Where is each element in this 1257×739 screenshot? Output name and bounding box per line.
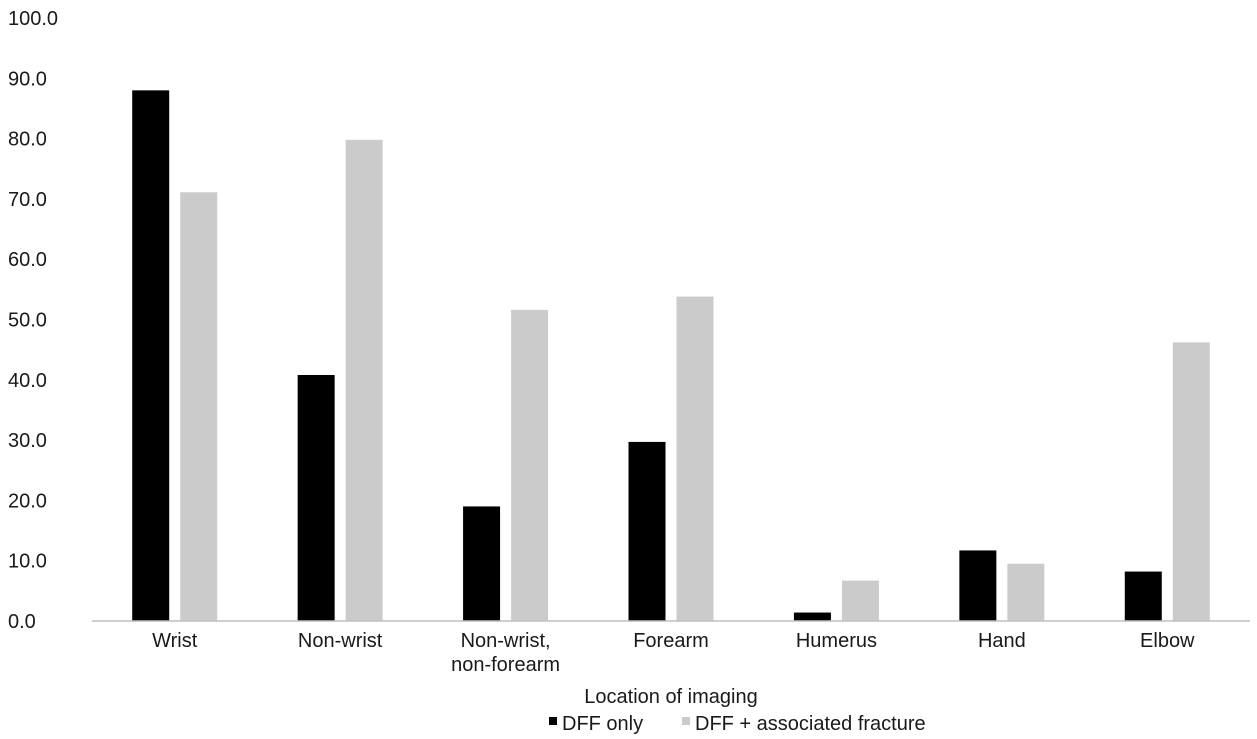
bar-dff-only [793,612,831,621]
y-axis-tick-labels: 0.0 10.0 20.0 30.0 40.0 50.0 60.0 70.0 80.0 90.0 1… [8,8,58,633]
bar-dff-associated-fracture [511,309,549,621]
y-tick-label: 0.0 [8,611,36,633]
y-tick-label: 40.0 [8,370,47,392]
bar-dff-only [959,550,997,621]
legend-label: DFF only [562,713,643,735]
bar-dff-only [1124,571,1162,621]
category-label: Forearm [633,630,709,652]
y-tick-label: 80.0 [8,129,47,151]
category-label: Non-wrist [298,630,383,652]
y-tick-label: 100.0 [8,8,58,30]
x-axis-category-labels: Wrist Non-wrist Non-wrist, non-forearm Forea… [152,630,1195,676]
y-tick-label: 50.0 [8,310,47,332]
bar-dff-associated-fracture [1007,563,1045,621]
bar-dff-only [297,374,335,621]
y-tick-label: 90.0 [8,68,47,90]
category-label: Non-wrist, non-forearm [451,630,560,676]
bar-dff-associated-fracture [180,192,218,621]
y-tick-label: 20.0 [8,490,47,512]
category-label: Wrist [152,630,198,652]
y-tick-label: 30.0 [8,430,47,452]
y-tick-label: 70.0 [8,189,47,211]
bar-dff-associated-fracture [676,296,714,621]
legend-label: DFF + associated fracture [695,713,926,735]
bar-dff-associated-fracture [841,580,879,621]
bar-dff-associated-fracture [1172,342,1210,621]
legend-swatch [549,717,557,725]
y-tick-label: 60.0 [8,249,47,271]
x-axis-title: Location of imaging [584,686,757,708]
category-label: Humerus [796,630,877,652]
y-tick-label: 10.0 [8,551,47,573]
bar-dff-only [628,441,666,621]
category-label: Elbow [1140,630,1195,652]
bar-dff-only [132,90,170,622]
bar-dff-associated-fracture [345,139,383,621]
bar-dff-only [463,506,501,621]
legend: DFF only DFF + associated fracture [549,713,926,735]
category-label: Hand [978,630,1026,652]
legend-swatch [682,717,690,725]
bars [132,90,1210,622]
